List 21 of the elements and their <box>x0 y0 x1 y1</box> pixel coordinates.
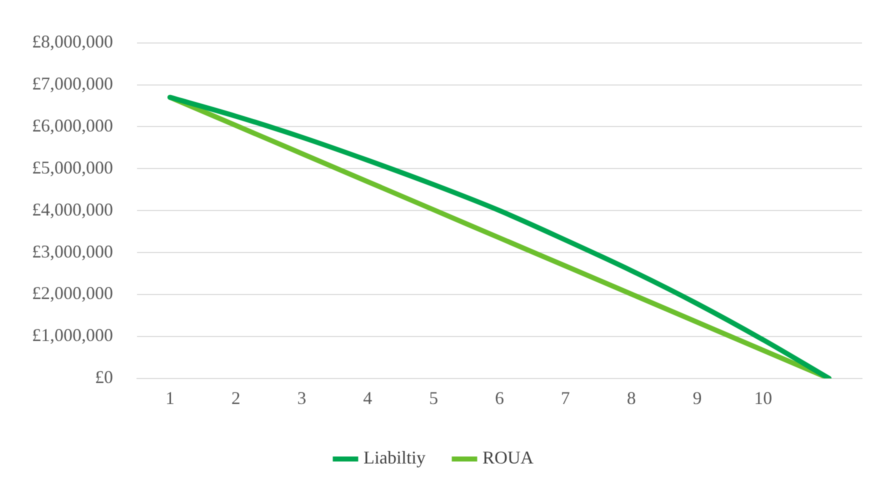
y-tick-label: £8,000,000 <box>32 32 113 52</box>
x-tick-label: 3 <box>297 388 306 408</box>
y-tick-label: £2,000,000 <box>32 283 113 304</box>
x-tick-label: 7 <box>560 388 570 408</box>
legend-label: Liabiltiy <box>364 448 426 468</box>
y-tick-label: £7,000,000 <box>32 73 113 94</box>
x-tick-label: 9 <box>692 388 702 408</box>
x-tick-label: 8 <box>626 388 636 408</box>
x-tick-label: 4 <box>363 388 372 408</box>
y-tick-label: £3,000,000 <box>32 241 113 262</box>
y-tick-label: £4,000,000 <box>32 199 113 220</box>
y-tick-label: £1,000,000 <box>32 325 113 346</box>
y-tick-label: £6,000,000 <box>32 115 113 136</box>
y-tick-label: £5,000,000 <box>32 157 113 178</box>
x-tick-label: 6 <box>495 388 504 408</box>
legend-label: ROUA <box>482 448 534 468</box>
y-tick-label: £0 <box>95 367 113 388</box>
x-tick-label: 1 <box>165 388 174 408</box>
x-tick-label: 2 <box>231 388 240 408</box>
x-tick-label: 5 <box>429 388 438 408</box>
x-tick-label: 10 <box>754 388 772 408</box>
